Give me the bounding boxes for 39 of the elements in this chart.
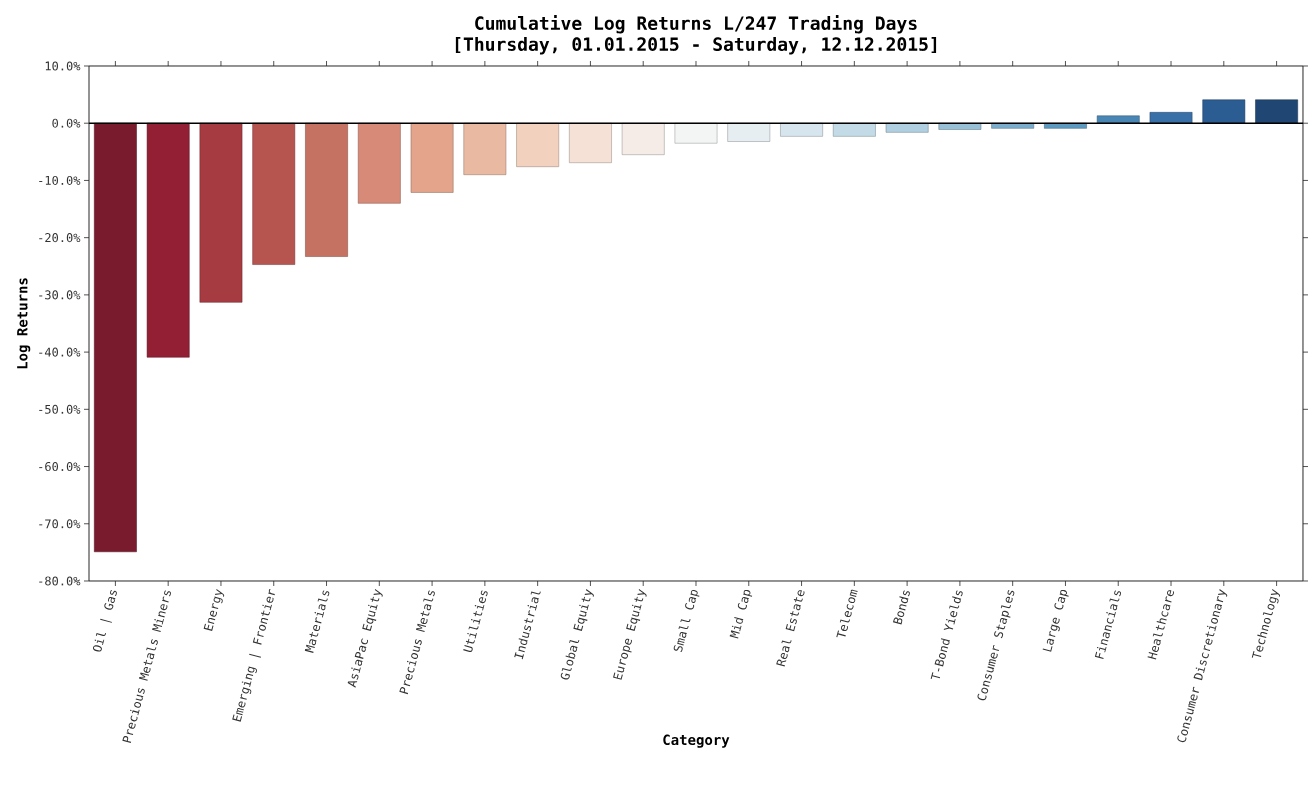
bar: [569, 122, 612, 163]
bar: [1202, 99, 1246, 124]
bar: [885, 122, 929, 133]
bar: [410, 122, 454, 193]
x-tick-label: T-Bond Yields: [930, 590, 963, 680]
x-tick-label: Large Cap: [1042, 589, 1069, 652]
x-axis-title: Category: [663, 734, 730, 748]
x-tick-label: Mid Cap: [729, 589, 753, 639]
bar: [516, 122, 560, 167]
bar: [674, 122, 718, 144]
bar: [252, 122, 296, 265]
y-tick-label: -80.0%: [39, 576, 81, 586]
y-tick-label: -40.0%: [39, 347, 81, 357]
bar: [463, 122, 507, 175]
y-tick-label: -30.0%: [39, 290, 81, 300]
x-tick-label: Small Cap: [673, 589, 700, 653]
bar: [1149, 112, 1193, 124]
bar: [1255, 99, 1298, 124]
bar: [199, 122, 243, 303]
y-tick-label: -10.0%: [39, 175, 81, 185]
bar: [832, 122, 876, 137]
x-tick-label: Real Estate: [776, 590, 805, 667]
y-axis-title: Log Returns: [17, 278, 31, 369]
x-tick-label: Bonds: [892, 590, 910, 625]
bar: [305, 122, 348, 257]
x-tick-label: Oil | Gas: [92, 590, 117, 652]
bar: [780, 122, 823, 137]
bar: [146, 122, 190, 358]
bar: [727, 122, 771, 142]
chart-title: Cumulative Log Returns L/247 Trading Days [Thursday, 01.01.2015 - Saturday, 12.12.2015]: [455, 15, 937, 55]
y-tick-label: 10.0%: [45, 61, 81, 71]
y-tick-label: 0.0%: [52, 118, 81, 128]
y-tick-label: -70.0%: [39, 519, 81, 529]
y-tick-label: -60.0%: [39, 462, 81, 472]
bar: [94, 122, 137, 553]
bar: [621, 122, 665, 155]
y-tick-label: -50.0%: [39, 404, 81, 414]
bar: [357, 122, 401, 204]
y-tick-label: -20.0%: [39, 233, 81, 243]
